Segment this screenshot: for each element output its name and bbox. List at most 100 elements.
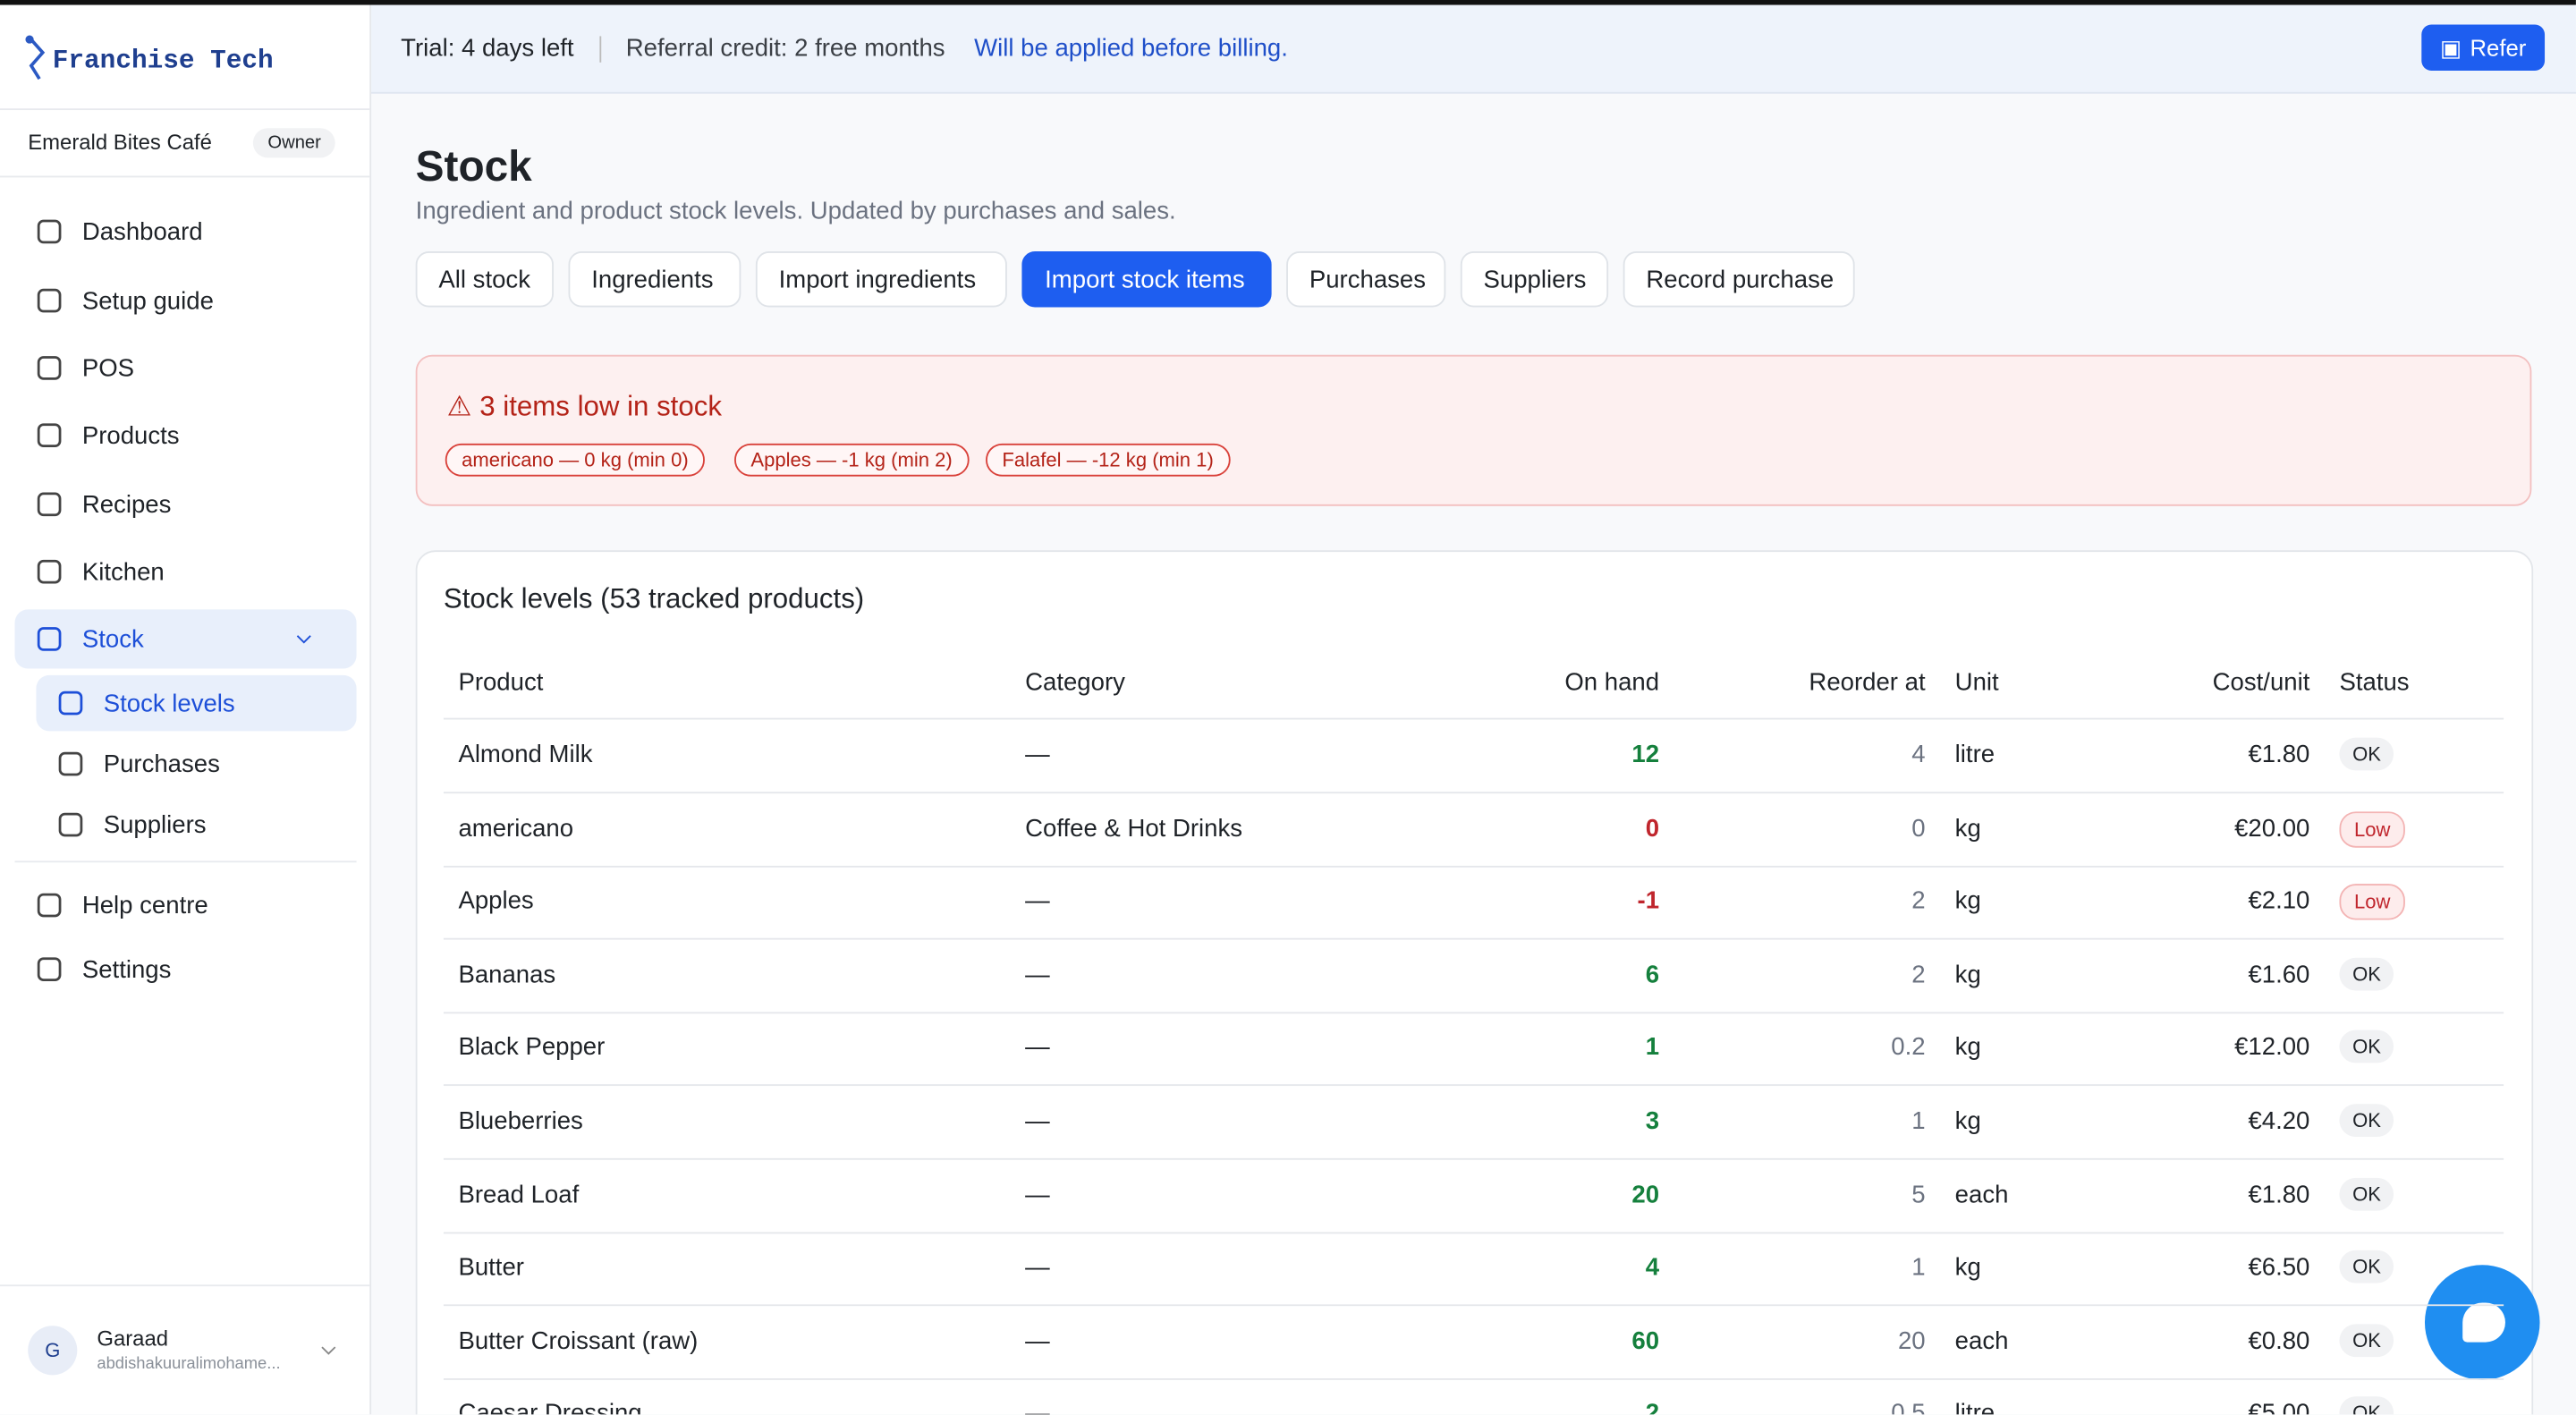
unit: each <box>1954 1326 2009 1355</box>
icon <box>58 751 83 776</box>
nav-item[interactable]: Help centre <box>15 876 357 935</box>
chevron[interactable] <box>318 1343 338 1357</box>
user-name: Garaad <box>97 1326 169 1351</box>
nav-item[interactable]: Stock <box>14 609 357 669</box>
row-divider <box>443 792 2504 794</box>
tab[interactable]: Ingredients <box>568 251 741 308</box>
on-hand: 3 <box>1645 1106 1660 1136</box>
nav-item[interactable]: POS <box>15 338 357 397</box>
note: Will be applied before billing. <box>974 34 1288 63</box>
subnav-item[interactable]: Purchases <box>36 736 356 792</box>
avatar[interactable]: G <box>28 1326 78 1376</box>
on-hand: 0 <box>1645 814 1660 843</box>
product: Apples <box>458 887 534 916</box>
nav-item[interactable]: Dashboard <box>15 202 357 261</box>
nav-label: Purchases <box>103 750 220 778</box>
tab[interactable]: All stock <box>415 251 554 308</box>
column-header: On hand <box>1564 668 1660 697</box>
refer-button[interactable]: ▣ Refer <box>2421 24 2546 71</box>
cost: €0.80 <box>2248 1326 2310 1355</box>
nav-label: POS <box>81 353 135 383</box>
column-header: Product <box>458 668 544 697</box>
reorder-at: 4 <box>1911 741 1926 769</box>
nav-label: Stock levels <box>103 689 235 717</box>
low-stock-chip[interactable]: Falafel — -12 kg (min 1) <box>986 443 1231 477</box>
unit: kg <box>1954 1253 1981 1282</box>
column-header: Cost/unit <box>2212 668 2310 697</box>
row-divider <box>443 1377 2504 1380</box>
cost: €2.10 <box>2248 887 2310 916</box>
status-badge: OK <box>2339 1396 2394 1415</box>
divider <box>0 175 370 178</box>
category: — <box>1025 1034 1050 1063</box>
brand[interactable]: Franchise Tech <box>52 46 274 76</box>
tab[interactable]: Purchases <box>1286 251 1446 308</box>
nav-label: Products <box>81 421 180 450</box>
nav-item[interactable]: Settings <box>15 940 357 999</box>
tab[interactable]: Import stock items <box>1021 251 1272 308</box>
low-stock-chip[interactable]: americano — 0 kg (min 0) <box>445 443 706 477</box>
nav-label: Settings <box>81 955 172 984</box>
status-badge: OK <box>2339 1030 2394 1064</box>
category: — <box>1025 1106 1050 1136</box>
nav-label: Dashboard <box>81 217 203 246</box>
subnav-item[interactable]: Stock levels <box>36 674 357 732</box>
status-badge: Low <box>2339 810 2405 847</box>
nav-label: Kitchen <box>81 557 165 586</box>
column-header: Unit <box>1954 668 1999 697</box>
unit: kg <box>1954 887 1981 916</box>
unit: each <box>1954 1180 2009 1209</box>
category: — <box>1025 741 1050 769</box>
row-divider <box>443 938 2504 940</box>
on-hand: 12 <box>1631 741 1660 769</box>
on-hand: 20 <box>1631 1180 1660 1209</box>
banner: Trial: 4 days left Referral credit: 2 fr… <box>371 4 2576 94</box>
cost: €1.60 <box>2248 961 2310 989</box>
tab[interactable]: Import ingredients <box>755 251 1007 308</box>
on-hand: 4 <box>1645 1253 1660 1282</box>
nav-item[interactable]: Products <box>15 406 357 465</box>
product: Almond Milk <box>458 741 593 769</box>
nav-label: Setup guide <box>81 286 214 315</box>
on-hand: 2 <box>1645 1400 1660 1415</box>
chevron[interactable] <box>294 632 314 646</box>
top-bar <box>0 0 2576 5</box>
product: Blueberries <box>458 1106 583 1136</box>
category: — <box>1025 961 1050 989</box>
icon <box>37 356 62 380</box>
nav-label: Recipes <box>81 490 172 519</box>
page-subtitle: Ingredient and product stock levels. Upd… <box>415 197 1176 225</box>
row-divider <box>443 1012 2504 1013</box>
reorder-at: 2 <box>1911 887 1926 916</box>
nav-item[interactable]: Setup guide <box>15 271 357 330</box>
chat-button[interactable] <box>2424 1265 2540 1380</box>
column-header: Status <box>2339 668 2410 697</box>
cost: €1.80 <box>2248 741 2310 769</box>
nav-item[interactable]: Recipes <box>15 475 357 534</box>
nav-item[interactable]: Kitchen <box>15 542 357 601</box>
icon <box>37 957 62 981</box>
tab[interactable]: Suppliers <box>1460 251 1609 308</box>
alert <box>415 354 2532 506</box>
on-hand: 1 <box>1645 1034 1660 1063</box>
product: Bananas <box>458 961 556 989</box>
product: americano <box>458 814 574 843</box>
tab[interactable]: Record purchase <box>1623 251 1855 308</box>
unit: kg <box>1954 1106 1981 1136</box>
category: — <box>1025 887 1050 916</box>
low-stock-chip[interactable]: Apples — -1 kg (min 2) <box>734 443 970 477</box>
icon <box>37 559 62 584</box>
cost: €4.20 <box>2248 1106 2310 1136</box>
reorder-at: 1 <box>1911 1253 1926 1282</box>
status-badge: OK <box>2339 1250 2394 1284</box>
nav-label: Stock <box>81 624 144 654</box>
product: Black Pepper <box>458 1034 606 1063</box>
reorder-at: 0 <box>1911 814 1926 843</box>
product: Butter Croissant (raw) <box>458 1326 699 1355</box>
reorder-at: 5 <box>1911 1180 1926 1209</box>
icon <box>37 893 62 918</box>
icon <box>37 219 62 244</box>
subnav-item[interactable]: Suppliers <box>36 797 356 852</box>
